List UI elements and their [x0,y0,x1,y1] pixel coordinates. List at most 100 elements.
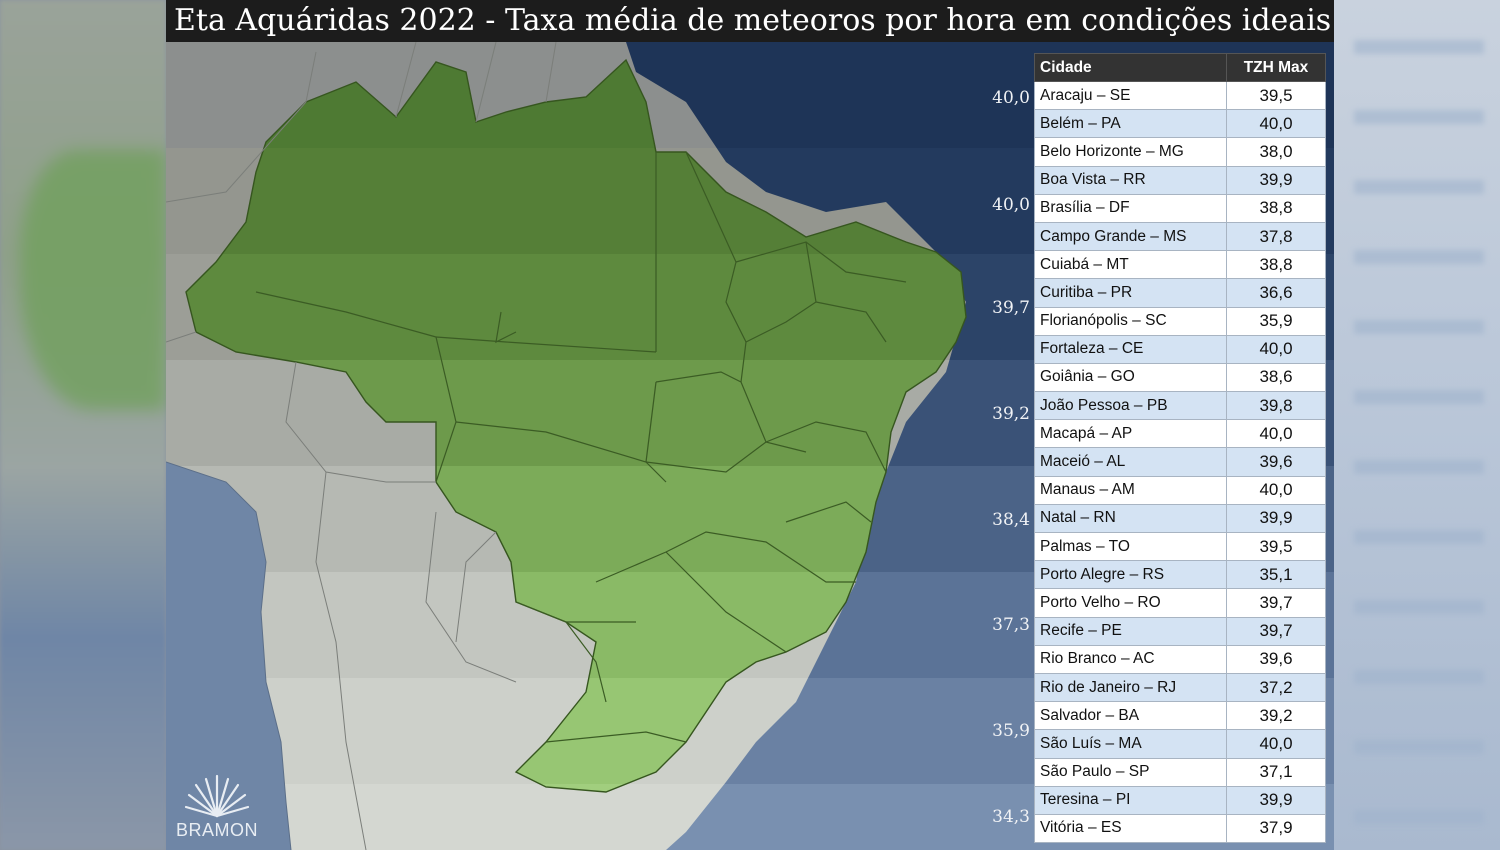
header-tzh-max: TZH Max [1226,53,1326,82]
tzh-value-cell: 39,5 [1226,80,1326,111]
table-row: Natal – RN 39,9 [1034,503,1326,534]
band-label-8: 34,3 [992,807,1030,827]
tzh-value-cell: 37,1 [1226,757,1326,787]
city-cell: São Luís – MA [1034,729,1227,759]
bramon-logo: BRAMON [172,770,262,846]
tzh-value-cell: 39,8 [1226,391,1326,421]
city-cell: Vitória – ES [1034,813,1227,844]
band-label-3: 39,7 [992,298,1030,318]
city-cell: Rio de Janeiro – RJ [1034,672,1227,703]
table-row: Porto Velho – RO 39,7 [1034,588,1326,618]
city-cell: Fortaleza – CE [1034,334,1227,364]
blur-stripe [1354,600,1484,614]
logo-text: BRAMON [175,820,258,840]
table-row: Brasília – DF 38,8 [1034,193,1326,223]
tzh-value-cell: 39,9 [1226,785,1326,815]
table-row: Florianópolis – SC 35,9 [1034,306,1326,336]
city-cell: Teresina – PI [1034,785,1227,815]
band-label-7: 35,9 [992,721,1030,741]
table-row: Campo Grande – MS 37,8 [1034,221,1326,252]
tzh-value-cell: 38,8 [1226,193,1326,223]
table-row: Macapá – AP 40,0 [1034,419,1326,449]
table-row: Vitória – ES 37,9 [1034,813,1326,844]
tzh-value-cell: 39,7 [1226,616,1326,646]
table-row: Rio de Janeiro – RJ 37,2 [1034,672,1326,703]
tzh-value-cell: 35,9 [1226,306,1326,336]
tzh-value-cell: 38,8 [1226,250,1326,280]
city-cell: São Paulo – SP [1034,757,1227,787]
table-row: Belo Horizonte – MG 38,0 [1034,137,1326,167]
city-cell: Rio Branco – AC [1034,644,1227,674]
table-row: Cuiabá – MT 38,8 [1034,250,1326,280]
neighbor-borders [166,42,557,850]
blur-stripe [1354,740,1484,754]
blur-stripe [1354,180,1484,194]
tzh-value-cell: 35,1 [1226,560,1326,590]
table-row: Fortaleza – CE 40,0 [1034,334,1326,364]
infographic-title: Eta Aquáridas 2022 - Taxa média de meteo… [166,0,1334,42]
tzh-value-cell: 37,9 [1226,813,1326,844]
city-cell: Salvador – BA [1034,701,1227,731]
pacific-coastline [166,461,292,850]
tzh-value-cell: 39,6 [1226,447,1326,477]
tzh-value-cell: 40,0 [1226,729,1326,759]
table-row: Curitiba – PR 36,6 [1034,278,1326,308]
blur-stripe [1354,670,1484,684]
tzh-value-cell: 39,7 [1226,588,1326,618]
tzh-value-cell: 40,0 [1226,475,1326,505]
table-row: São Luís – MA 40,0 [1034,729,1326,759]
brazil-map [166,42,967,850]
blur-stripe [1354,250,1484,264]
blurred-map-blob [20,150,166,410]
tzh-table: Cidade TZH Max Aracaju – SE 39,5 Belém – P… [1034,53,1326,844]
tzh-value-cell: 39,9 [1226,165,1326,195]
table-row: Rio Branco – AC 39,6 [1034,644,1326,674]
tzh-value-cell: 39,6 [1226,644,1326,674]
city-cell: Campo Grande – MS [1034,221,1227,252]
table-row: Aracaju – SE 39,5 [1034,80,1326,111]
tzh-value-cell: 37,2 [1226,672,1326,703]
city-cell: Porto Velho – RO [1034,588,1227,618]
city-cell: Belém – PA [1034,109,1227,139]
tzh-value-cell: 40,0 [1226,334,1326,364]
band-label-1: 40,0 [992,88,1030,108]
state-borders [255,151,907,743]
header-city: Cidade [1034,53,1227,82]
band-label-4: 39,2 [992,404,1030,424]
table-row: Goiânia – GO 38,6 [1034,362,1326,393]
tzh-value-cell: 39,9 [1226,503,1326,534]
blur-stripe [1354,530,1484,544]
tzh-value-cell: 39,2 [1226,701,1326,731]
table-row: Boa Vista – RR 39,9 [1034,165,1326,195]
meteor-burst-icon [184,774,250,818]
table-row: Maceió – AL 39,6 [1034,447,1326,477]
city-cell: Cuiabá – MT [1034,250,1227,280]
table-row: Palmas – TO 39,5 [1034,531,1326,562]
city-cell: Porto Alegre – RS [1034,560,1227,590]
city-cell: Goiânia – GO [1034,362,1227,393]
table-row: João Pessoa – PB 39,8 [1034,391,1326,421]
blur-stripe [1354,390,1484,404]
band-label-2: 40,0 [992,195,1030,215]
city-cell: Maceió – AL [1034,447,1227,477]
city-cell: Florianópolis – SC [1034,306,1227,336]
table-row: Belém – PA 40,0 [1034,109,1326,139]
blur-stripe [1354,460,1484,474]
city-cell: João Pessoa – PB [1034,391,1227,421]
table-row: Teresina – PI 39,9 [1034,785,1326,815]
pacific-ocean [166,462,291,850]
blur-stripe [1354,320,1484,334]
city-cell: Recife – PE [1034,616,1227,646]
band-label-6: 37,3 [992,615,1030,635]
city-cell: Natal – RN [1034,503,1227,534]
city-cell: Belo Horizonte – MG [1034,137,1227,167]
table-row: Recife – PE 39,7 [1034,616,1326,646]
blur-stripe [1354,810,1484,824]
infographic-frame: Eta Aquáridas 2022 - Taxa média de meteo… [166,0,1334,850]
table-row: São Paulo – SP 37,1 [1034,757,1326,787]
tzh-value-cell: 40,0 [1226,419,1326,449]
tzh-value-cell: 37,8 [1226,221,1326,252]
table-row: Manaus – AM 40,0 [1034,475,1326,505]
city-cell: Boa Vista – RR [1034,165,1227,195]
blur-stripe [1354,40,1484,54]
